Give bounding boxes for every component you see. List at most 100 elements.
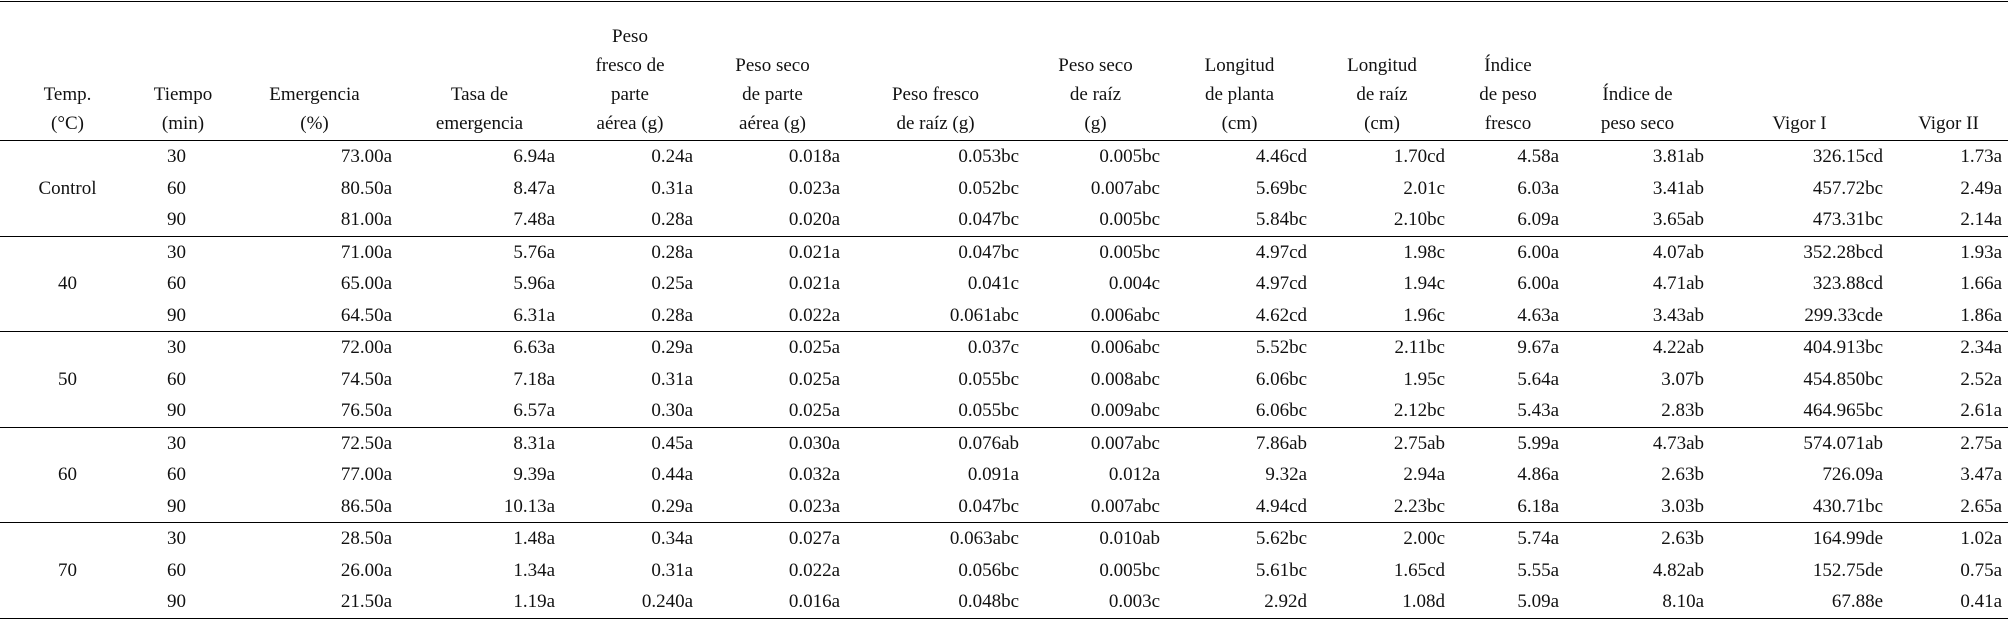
column-header: Longitud de planta (cm) — [1166, 1, 1313, 141]
value-cell: 1.94c — [1403, 273, 1445, 295]
value-cell: 0.007abc — [1090, 432, 1160, 454]
value-cell: 6.03a — [1517, 177, 1559, 199]
value-cell: 0.021a — [788, 241, 840, 263]
value-cell: 152.75de — [1812, 559, 1883, 581]
value-cell: 2.94a — [1403, 464, 1445, 486]
value-cell: 0.29a — [651, 337, 693, 359]
value-cell: 0.008abc — [1090, 368, 1160, 390]
value-cell: 1.70cd — [1393, 146, 1445, 168]
value-cell: 4.22ab — [1652, 337, 1704, 359]
value-cell: 0.010ab — [1099, 528, 1160, 550]
value-cell: 0.004c — [1108, 273, 1160, 295]
value-cell: 64.50a — [231, 299, 398, 332]
value-cell: 9.32a — [1265, 464, 1307, 486]
value-cell: 72.00a — [340, 337, 392, 359]
value-cell: 72.50a — [340, 432, 392, 454]
table-row: 70 30 28.50a 1.48a 0.34a 0.027a 0.063abc 0.010a… — [0, 522, 2008, 619]
value-cell: 77.00a — [340, 464, 392, 486]
value-cell: 0.25a — [651, 273, 693, 295]
table-row: 90 86.50a 10.13a 0.29a 0.023a 0.047bc 0.007abc… — [0, 490, 2008, 523]
value-cell: 0.005bc — [1025, 204, 1166, 237]
value-cell: 2.83b — [1565, 395, 1710, 428]
value-cell: 5.96a — [513, 273, 555, 295]
value-cell: 1.08d — [1313, 586, 1451, 619]
value-cell: 457.72bc — [1812, 177, 1883, 199]
value-cell: 4.94cd — [1166, 490, 1313, 523]
value-cell: 0.023a — [699, 490, 846, 523]
value-cell: 1.19a — [398, 586, 561, 619]
value-cell: 6.06bc — [1166, 395, 1313, 428]
value-cell: 0.018a — [788, 146, 840, 168]
value-cell: 0.007abc — [1025, 490, 1166, 523]
value-cell: 0.240a — [561, 586, 699, 619]
column-header: Peso seco de raíz (g) — [1025, 1, 1166, 141]
value-cell: 1.96c — [1313, 299, 1451, 332]
value-cell: 430.71bc — [1710, 490, 1889, 523]
value-cell: 0.45a — [651, 432, 693, 454]
value-cell: 6.31a — [398, 299, 561, 332]
value-cell: 4.82ab — [1652, 559, 1704, 581]
value-cell: 2.10bc — [1313, 204, 1451, 237]
value-cell: 4.62cd — [1166, 299, 1313, 332]
value-cell: 0.032a — [788, 464, 840, 486]
value-cell: 2.23bc — [1313, 490, 1451, 523]
temp-cell: 40 — [0, 236, 135, 332]
table-row: 60 30 72.50a 8.31a 0.45a 0.030a 0.076ab 0.007ab… — [0, 427, 2008, 523]
value-cell: 0.75a — [1960, 559, 2002, 581]
value-cell: 28.50a — [340, 528, 392, 550]
header-line: fresco de — [595, 55, 665, 76]
value-cell: 0.30a — [561, 395, 699, 428]
value-cell: 8.47a — [513, 177, 555, 199]
value-cell: 0.021a — [788, 273, 840, 295]
temp-cell: 50 — [0, 331, 135, 428]
header-line: Peso — [612, 26, 648, 47]
value-cell: 404.913bc — [1803, 337, 1883, 359]
header-row: Temp. (°C) Tiempo (min) Emergencia (%) Tasa de… — [0, 1, 2008, 141]
value-cell: 0.047bc — [846, 204, 1025, 237]
value-cell: 4.58a — [1517, 146, 1559, 168]
value-cell: 5.84bc — [1166, 204, 1313, 237]
temp-cell: Control — [0, 140, 135, 237]
header-line: de parte — [742, 84, 803, 105]
time-cell: 30 — [167, 528, 186, 550]
header-line: Peso seco — [735, 55, 810, 76]
value-cell: 6.06bc — [1255, 368, 1307, 390]
header-line: de planta — [1204, 84, 1275, 105]
table-row: 40 30 71.00a 5.76a 0.28a 0.021a 0.047bc 0.005bc… — [0, 236, 2008, 332]
header-line: Índice de — [1602, 84, 1673, 105]
value-cell: 7.48a — [398, 204, 561, 237]
value-cell: 8.31a — [513, 432, 555, 454]
header-line: Peso seco — [1058, 55, 1133, 76]
value-cell: 574.071ab — [1803, 432, 1883, 454]
value-cell: 73.00a — [340, 146, 392, 168]
value-cell: 7.86ab — [1255, 432, 1307, 454]
value-cell: 2.61a — [1889, 395, 2008, 428]
value-cell: 0.023a — [788, 177, 840, 199]
value-cell: 5.61bc — [1255, 559, 1307, 581]
value-cell: 0.061abc — [846, 299, 1025, 332]
value-cell: 323.88cd — [1812, 273, 1883, 295]
time-cell: 60 — [167, 273, 186, 295]
value-cell: 26.00a — [340, 559, 392, 581]
value-cell: 5.74a — [1517, 528, 1559, 550]
column-header: Peso fresco de raíz (g) — [846, 1, 1025, 141]
value-cell: 0.28a — [561, 204, 699, 237]
header-line: Longitud — [1204, 55, 1275, 76]
value-cell: 1.02a — [1960, 528, 2002, 550]
value-cell: 0.053bc — [958, 146, 1019, 168]
time-cell: 60 — [167, 464, 186, 486]
value-cell: 0.007abc — [1090, 177, 1160, 199]
value-cell: 8.10a — [1565, 586, 1710, 619]
value-cell: 71.00a — [340, 241, 392, 263]
table-row: 60 77.00a 9.39a 0.44a 0.032a 0.091a 0.012a 9.32… — [0, 459, 2008, 491]
value-cell: 5.09a — [1451, 586, 1565, 619]
header-line: Emergencia — [269, 84, 360, 105]
value-cell: 326.15cd — [1812, 146, 1883, 168]
value-cell: 0.022a — [788, 559, 840, 581]
temp-cell: 70 — [0, 522, 135, 619]
value-cell: 4.86a — [1517, 464, 1559, 486]
value-cell: 164.99de — [1812, 528, 1883, 550]
time-cell: 90 — [135, 395, 231, 428]
value-cell: 4.97cd — [1255, 241, 1307, 263]
